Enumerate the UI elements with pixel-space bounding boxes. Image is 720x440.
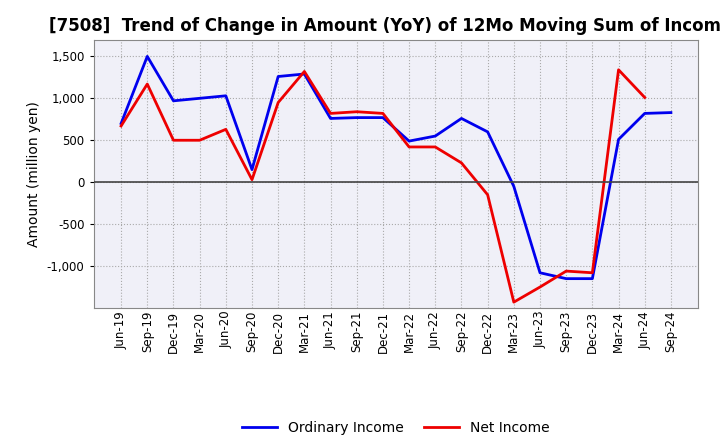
Ordinary Income	[405, 139, 413, 144]
Net Income	[326, 111, 335, 116]
Net Income	[431, 144, 440, 150]
Net Income	[483, 192, 492, 198]
Ordinary Income	[588, 276, 597, 281]
Ordinary Income	[562, 276, 570, 281]
Net Income	[510, 300, 518, 305]
Net Income	[562, 268, 570, 274]
Ordinary Income	[510, 184, 518, 189]
Ordinary Income	[117, 121, 125, 126]
Ordinary Income	[248, 167, 256, 172]
Net Income	[274, 100, 282, 105]
Ordinary Income	[143, 54, 152, 59]
Legend: Ordinary Income, Net Income: Ordinary Income, Net Income	[236, 415, 556, 440]
Net Income	[169, 138, 178, 143]
Net Income	[405, 144, 413, 150]
Ordinary Income	[640, 111, 649, 116]
Net Income	[117, 123, 125, 128]
Line: Net Income: Net Income	[121, 70, 644, 302]
Ordinary Income	[667, 110, 675, 115]
Line: Ordinary Income: Ordinary Income	[121, 56, 671, 279]
Net Income	[143, 81, 152, 87]
Ordinary Income	[274, 74, 282, 79]
Net Income	[640, 95, 649, 100]
Net Income	[536, 284, 544, 290]
Y-axis label: Amount (million yen): Amount (million yen)	[27, 101, 41, 247]
Net Income	[300, 69, 309, 74]
Ordinary Income	[169, 98, 178, 103]
Ordinary Income	[536, 270, 544, 275]
Ordinary Income	[300, 71, 309, 77]
Net Income	[379, 111, 387, 116]
Ordinary Income	[457, 116, 466, 121]
Ordinary Income	[614, 137, 623, 142]
Ordinary Income	[352, 115, 361, 120]
Ordinary Income	[431, 133, 440, 139]
Net Income	[222, 127, 230, 132]
Net Income	[588, 270, 597, 275]
Ordinary Income	[222, 93, 230, 99]
Ordinary Income	[483, 129, 492, 135]
Title: [7508]  Trend of Change in Amount (YoY) of 12Mo Moving Sum of Incomes: [7508] Trend of Change in Amount (YoY) o…	[50, 17, 720, 35]
Ordinary Income	[195, 95, 204, 101]
Net Income	[248, 177, 256, 182]
Net Income	[352, 109, 361, 114]
Net Income	[614, 67, 623, 73]
Net Income	[457, 160, 466, 165]
Net Income	[195, 138, 204, 143]
Ordinary Income	[379, 115, 387, 120]
Ordinary Income	[326, 116, 335, 121]
